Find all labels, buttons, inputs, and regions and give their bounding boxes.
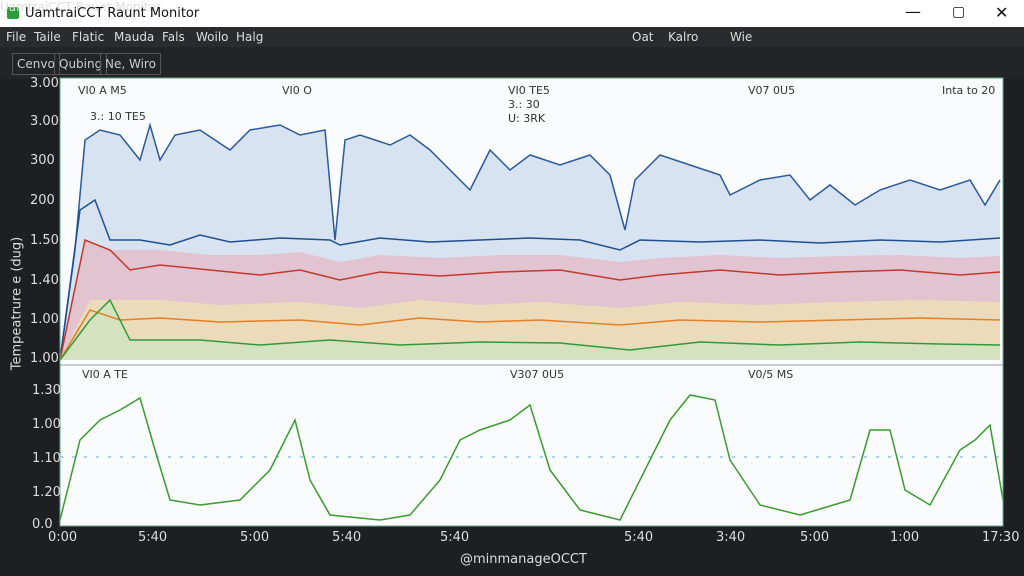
- legend-entry: VI0 O: [282, 84, 312, 97]
- menu-item[interactable]: Taile: [34, 30, 61, 44]
- menu-right-item[interactable]: Oat: [632, 30, 654, 44]
- y-tick-label: 1.20: [32, 485, 61, 500]
- legend-entry: VI0 TE5: [508, 84, 550, 97]
- x-tick-label: 5:40: [624, 530, 654, 545]
- window-title: UamtraiCCT Raunt Monitor: [0, 0, 161, 14]
- line-blue-2: [59, 198, 1001, 361]
- y-tick-label: 1.00: [30, 351, 59, 366]
- legend-entry: Inta to 20: [942, 84, 996, 97]
- line-orange: [59, 309, 1001, 361]
- toolbar: [0, 47, 1024, 79]
- legend-entry: 3.: 10 TE5: [90, 110, 146, 123]
- menu-item[interactable]: Halg: [236, 30, 264, 44]
- x-tick-label: 5:40: [440, 530, 470, 545]
- footer: @minmanageOCCT: [460, 552, 587, 567]
- x-tick-label: 1:00: [890, 530, 920, 545]
- y-tick-label: 1.10: [32, 451, 61, 466]
- toolbar-button[interactable]: Qubing: [54, 53, 108, 75]
- x-tick-label: 5:00: [240, 530, 270, 545]
- y-tick-label: 1.00: [32, 417, 61, 432]
- toolbar-button[interactable]: Ne, Wiro: [100, 53, 161, 75]
- y-tick-label: 0.0: [32, 517, 53, 532]
- close[interactable]: ✕: [995, 3, 1009, 22]
- y-tick-label: 1.30: [32, 383, 61, 398]
- y-tick-label: 1.40: [30, 273, 59, 288]
- x-tick-label: 5:40: [138, 530, 168, 545]
- x-tick-label: 3:40: [716, 530, 746, 545]
- maximize[interactable]: ▢: [952, 4, 966, 20]
- plot-border: [59, 77, 1004, 527]
- menu-item[interactable]: Flatic: [72, 30, 105, 44]
- y-tick-label: 1.00: [30, 312, 59, 327]
- y-axis-label: Tempeatrure e (dug): [9, 236, 25, 371]
- menu-item[interactable]: Fals: [162, 30, 185, 44]
- y-tick-label: 3.00: [30, 114, 59, 129]
- legend-entry: U: 3RK: [508, 112, 546, 125]
- legend-entry: 3.: 30: [508, 98, 540, 111]
- legend-entry: V307 0U5: [510, 368, 565, 381]
- legend-entry: V0/5 MS: [748, 368, 794, 381]
- app-icon: [7, 7, 19, 19]
- menu-right-item[interactable]: Wie: [730, 30, 753, 44]
- x-tick-label: 0:00: [48, 530, 78, 545]
- title-bar: [0, 0, 1024, 27]
- menu-item[interactable]: Mauda: [114, 30, 155, 44]
- line-red: [59, 238, 1001, 361]
- y-tick-label: 3.00: [30, 76, 59, 91]
- legend-entry: V07 0U5: [748, 84, 796, 97]
- x-tick-label: 17:30: [982, 530, 1020, 545]
- menu-bar: [0, 27, 1024, 47]
- menu-right-item[interactable]: Kalro: [668, 30, 699, 44]
- minimize[interactable]: —: [905, 2, 921, 21]
- x-tick-label: 5:40: [332, 530, 362, 545]
- line-green: [59, 298, 1001, 361]
- toolbar-button[interactable]: Cenvo: [12, 53, 60, 75]
- y-tick-label: 1.50: [30, 233, 59, 248]
- legend-entry: VI0 A M5: [78, 84, 127, 97]
- x-tick-label: 5:00: [800, 530, 830, 545]
- window-title: UamtraiCCT Raunt Monitor: [25, 6, 200, 21]
- menu-item[interactable]: Woilo: [196, 30, 229, 44]
- menu-item[interactable]: File: [6, 30, 27, 44]
- y-tick-label: 200: [30, 193, 55, 208]
- y-tick-label: 300: [30, 153, 55, 168]
- line-blue: [59, 122, 1001, 361]
- legend-entry: VI0 A TE: [82, 368, 128, 381]
- line-green-bottom: [59, 394, 1004, 521]
